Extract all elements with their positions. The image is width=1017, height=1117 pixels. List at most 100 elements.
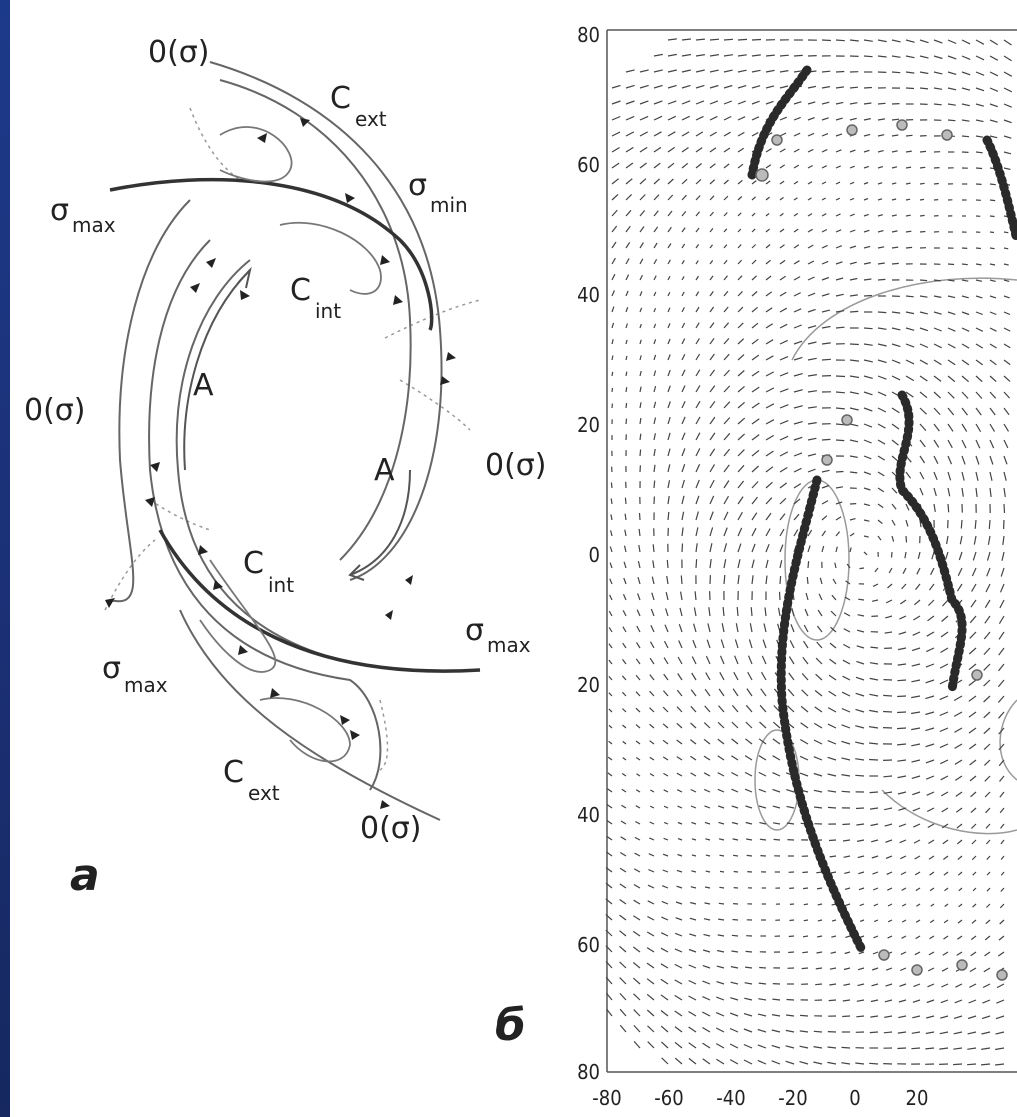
vector-arrow — [681, 416, 686, 425]
circle-markers — [755, 119, 1008, 981]
vector-arrow — [995, 1047, 1005, 1051]
vector-arrow — [961, 391, 969, 399]
vector-arrow — [1000, 567, 1005, 577]
vector-arrow — [777, 607, 781, 617]
vector-arrow — [947, 87, 957, 91]
vector-arrow — [835, 245, 843, 249]
vector-arrow — [961, 455, 966, 465]
vector-arrow — [967, 1063, 977, 1066]
vector-arrow — [709, 84, 719, 89]
vector-arrow — [695, 54, 705, 57]
vector-arrow — [919, 423, 927, 431]
vector-arrow — [995, 1015, 1005, 1020]
vector-arrow — [927, 615, 935, 622]
vector-arrow — [911, 647, 921, 652]
vector-arrow — [681, 276, 685, 281]
vector-arrow — [799, 1061, 809, 1065]
vector-arrow — [737, 100, 746, 105]
vector-arrow — [816, 641, 823, 649]
vector-arrow — [969, 759, 977, 766]
vector-arrow — [793, 276, 801, 281]
vector-arrow — [751, 354, 760, 361]
vector-arrow — [765, 180, 771, 185]
vector-arrow — [758, 982, 767, 985]
vector-arrow — [667, 243, 672, 249]
vector-arrow — [821, 149, 828, 153]
vector-arrow — [919, 87, 929, 90]
vector-arrow — [1000, 887, 1005, 892]
vector-arrow — [972, 551, 977, 561]
vector-arrow — [779, 259, 786, 265]
vector-arrow — [902, 567, 907, 574]
vector-arrow — [621, 708, 627, 713]
vector-arrow — [621, 691, 627, 697]
vector-arrow — [969, 631, 977, 639]
vector-arrow — [688, 1026, 697, 1033]
vector-arrow — [1003, 263, 1009, 266]
vector-arrow — [897, 759, 907, 762]
vector-arrow — [1003, 103, 1012, 108]
vector-arrow — [705, 854, 711, 857]
vector-arrow — [899, 839, 907, 844]
vector-arrow — [676, 739, 683, 745]
vector-arrow — [891, 311, 901, 314]
vector-arrow — [947, 439, 953, 449]
vector-arrow — [814, 690, 823, 697]
vector-arrow — [737, 449, 745, 457]
vector-arrow — [905, 87, 915, 90]
vector-arrow — [842, 1015, 851, 1018]
vector-arrow — [968, 695, 977, 702]
vector-arrow — [872, 951, 879, 955]
vector-arrow — [793, 356, 803, 361]
vector-arrow — [1003, 135, 1012, 139]
vector-arrow — [638, 512, 641, 521]
vector-arrow — [639, 226, 645, 233]
vector-arrow — [891, 439, 899, 446]
vector-arrow — [681, 131, 690, 137]
vector-arrow — [690, 689, 697, 697]
vector-arrow — [633, 1041, 641, 1049]
vector-arrow — [605, 851, 613, 857]
vector-arrow — [639, 323, 642, 329]
vector-arrow — [695, 385, 701, 393]
vector-arrow — [765, 528, 771, 537]
label-max-sub-left: max — [72, 213, 116, 237]
vector-arrow — [961, 311, 970, 316]
vector-arrow — [989, 311, 997, 316]
vector-arrow — [681, 353, 686, 361]
vector-arrow — [863, 503, 871, 507]
vector-arrow — [721, 623, 725, 633]
vector-arrow — [704, 886, 711, 889]
vector-arrow — [785, 1045, 795, 1049]
vector-arrow — [821, 101, 830, 105]
vector-arrow — [751, 465, 760, 473]
label-min-sub: min — [430, 193, 468, 217]
vector-arrow — [821, 213, 827, 217]
vector-arrow — [863, 245, 871, 249]
vector-arrow — [1003, 231, 1009, 234]
y-tick-label: 20 — [577, 413, 600, 437]
vector-arrow — [793, 292, 801, 297]
vector-arrow — [919, 71, 929, 75]
vector-arrow — [841, 740, 851, 745]
vector-arrow — [723, 543, 728, 553]
vector-arrow — [793, 212, 799, 217]
vector-arrow — [933, 471, 938, 481]
vector-arrow — [681, 84, 691, 89]
vector-arrow — [634, 852, 641, 857]
vector-arrow — [674, 979, 683, 985]
vector-arrow — [871, 599, 879, 602]
vector-arrow — [663, 837, 669, 841]
vector-arrow — [779, 482, 788, 489]
vector-arrow — [788, 935, 795, 938]
vector-arrow — [723, 290, 729, 297]
vector-arrow — [751, 496, 758, 505]
vector-arrow — [625, 162, 634, 169]
vector-arrow — [679, 607, 683, 617]
vector-arrow — [719, 886, 725, 889]
vector-arrow — [986, 855, 991, 860]
vector-arrow — [801, 967, 809, 970]
vector-arrow — [939, 1047, 949, 1050]
y-tick-label: 60 — [577, 933, 600, 957]
vector-arrow — [788, 656, 795, 665]
